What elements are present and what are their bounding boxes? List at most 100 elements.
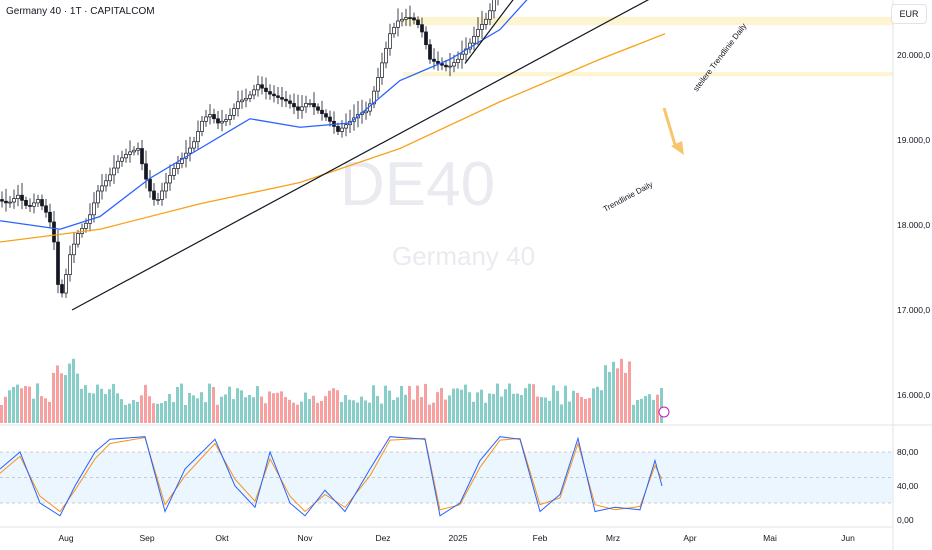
candle [104,180,108,187]
volume-bar [256,386,259,423]
volume-bar [324,396,327,423]
candle [56,241,60,285]
volume-bar [460,389,463,423]
candle [4,200,8,204]
volume-bar [344,395,347,423]
volume-bar [364,400,367,423]
volume-bar [504,389,507,423]
volume-bar [156,403,159,423]
volume-bar [328,390,331,423]
candle [256,84,260,91]
candle [232,108,236,116]
volume-bar [24,385,27,423]
candle [404,17,408,20]
volume-bar [260,396,263,423]
volume-bar [32,398,35,423]
candle [384,47,388,64]
candle [36,199,40,204]
candle [480,24,484,30]
volume-bar [480,389,483,423]
candle [16,194,20,200]
time-tick-label: Dez [375,533,390,543]
candle [212,114,216,120]
volume-bar [540,397,543,423]
volume-bar [164,401,167,423]
watermark-name: Germany 40 [392,241,535,271]
volume-bar [212,387,215,423]
candle [120,157,124,162]
volume-bar [568,401,571,423]
candle [288,100,292,104]
candle [200,120,204,132]
candle [32,202,36,207]
candle [96,190,100,204]
volume-bar [384,385,387,423]
volume-bar [356,402,359,423]
volume-bar [232,399,235,423]
volume-bar [352,400,355,423]
volume-bar [452,388,455,423]
price-tick-label: 18.000,0 [897,220,930,230]
candle [372,90,376,105]
candle [68,254,72,275]
candle [300,106,304,111]
volume-bar [104,394,107,423]
candle [196,131,200,143]
volume-bar [208,383,211,423]
candle [0,199,4,202]
candle [344,124,348,129]
volume-bar [172,401,175,423]
volume-bar [368,402,371,423]
volume-bar [244,397,247,423]
time-tick-label: Jun [841,533,855,543]
volume-bar [152,403,155,423]
volume-bar [228,386,231,423]
candle [412,17,416,21]
candle [236,101,240,109]
candle [380,62,384,78]
time-tick-label: Sep [139,533,154,543]
candle [420,24,424,33]
candle [108,174,112,182]
candle [488,10,492,20]
candle [116,160,120,169]
volume-bar [644,396,647,423]
candle [452,62,456,67]
volume-bar [320,400,323,423]
volume-bar [620,358,623,423]
volume-bar [16,384,19,423]
volume-bar [12,386,15,423]
volume-bar [636,399,639,423]
stoch-tick-label: 80,00 [897,447,919,457]
volume-bar [44,398,47,423]
candle [484,18,488,25]
stoch-k-line [0,436,663,517]
volume-bar [76,373,79,423]
volume-bar [464,384,467,423]
volume-bar [300,401,303,423]
volume-bar [200,392,203,423]
candle [192,141,196,149]
volume-bar [4,396,7,423]
candle [8,201,12,204]
volume-bar [268,391,271,423]
candle [220,120,224,124]
volume-bar [52,372,55,423]
volume-bar [292,402,295,423]
volume-bar [388,390,391,423]
candle [92,202,96,216]
volume-bar [380,403,383,423]
stoch-tick-label: 0,00 [897,515,914,525]
currency-label[interactable]: EUR [891,4,927,24]
volume-bar [340,401,343,423]
candle [364,110,368,114]
candle [64,274,68,294]
volume-bar [612,361,615,423]
volume-bar [492,394,495,423]
time-tick-label: Nov [297,533,313,543]
candle [84,222,88,229]
time-tick-label: Aug [58,533,73,543]
volume-bar [624,372,627,423]
trendline [71,0,650,311]
